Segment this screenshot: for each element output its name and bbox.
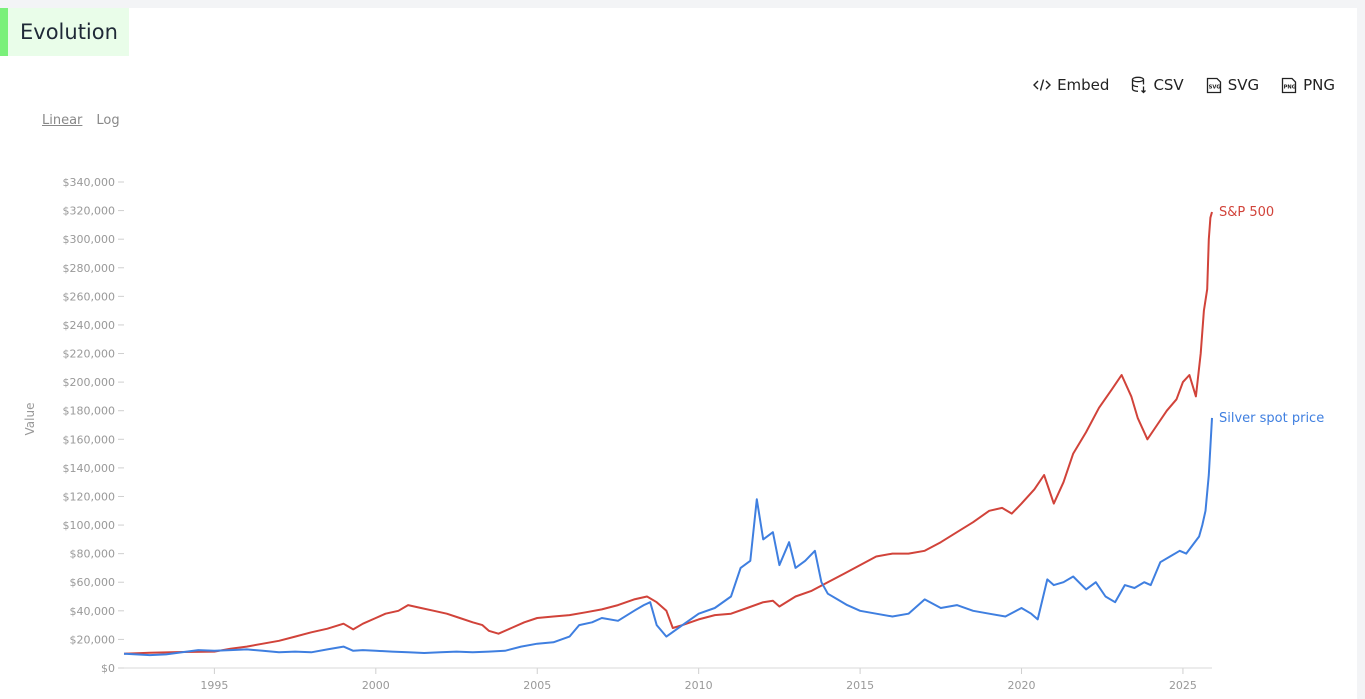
y-tick-label: $40,000 (70, 605, 116, 618)
x-tick-label: 2000 (362, 679, 390, 692)
x-tick-label: 2010 (685, 679, 713, 692)
series-label-s-p-500: S&P 500 (1219, 205, 1274, 220)
svg-label: SVG (1227, 76, 1260, 94)
embed-button[interactable]: Embed (1033, 76, 1109, 94)
series-label-silver-spot-price: Silver spot price (1219, 411, 1324, 426)
y-tick-label: $120,000 (63, 490, 116, 503)
scale-switch: Linear Log (42, 113, 120, 128)
y-tick-label: $180,000 (63, 405, 116, 418)
y-tick-label: $300,000 (63, 233, 116, 246)
y-tick-label: $100,000 (63, 519, 116, 532)
x-tick-label: 2025 (1169, 679, 1197, 692)
svg-text:PNG: PNG (1284, 84, 1296, 90)
series-line-s-p-500 (123, 211, 1213, 655)
x-tick-label: 2005 (523, 679, 551, 692)
svg-file-icon: SVG (1206, 77, 1221, 93)
y-tick-label: $160,000 (63, 433, 116, 446)
y-axis-title: Value (23, 403, 37, 436)
section-title: Evolution (0, 8, 129, 56)
y-tick-label: $320,000 (63, 205, 116, 218)
y-tick-label: $20,000 (70, 633, 116, 646)
x-axis: 1995 2000 2005 2010 2015 2020 2025 (200, 668, 1197, 692)
y-tick-label: $140,000 (63, 462, 116, 475)
log-scale-toggle[interactable]: Log (96, 113, 120, 128)
svg-text:SVG: SVG (1208, 84, 1220, 90)
chart-panel (0, 8, 1357, 699)
series-labels: S&P 500 Silver spot price (1219, 205, 1324, 426)
png-file-icon: PNG (1281, 77, 1297, 93)
y-tick-label: $60,000 (70, 576, 116, 589)
series-lines (123, 211, 1213, 657)
x-tick-label: 2015 (846, 679, 874, 692)
code-icon (1033, 79, 1052, 91)
y-tick-label: $340,000 (63, 176, 116, 189)
export-toolbar: Embed CSV SVG SVG PNG PNG (1033, 76, 1335, 94)
y-tick-label: $0 (101, 662, 115, 675)
y-tick-label: $200,000 (63, 376, 116, 389)
csv-button[interactable]: CSV (1131, 76, 1184, 94)
y-tick-label: $260,000 (63, 290, 116, 303)
png-label: PNG (1303, 76, 1335, 94)
linear-scale-toggle[interactable]: Linear (42, 113, 83, 128)
csv-label: CSV (1153, 76, 1184, 94)
database-download-icon (1132, 76, 1147, 94)
x-tick-label: 2020 (1008, 679, 1036, 692)
y-tick-label: $220,000 (63, 348, 116, 361)
y-axis: $0 $20,000 $40,000 $60,000 $80,000 $100,000 $1… (63, 176, 124, 675)
x-tick-label: 1995 (200, 679, 228, 692)
y-tick-label: $280,000 (63, 262, 116, 275)
y-tick-label: $240,000 (63, 319, 116, 332)
y-tick-label: $80,000 (70, 548, 116, 561)
embed-label: Embed (1057, 76, 1110, 94)
series-line-silver-spot-price (123, 417, 1213, 657)
svg-button[interactable]: SVG SVG (1206, 76, 1259, 94)
png-button[interactable]: PNG PNG (1281, 76, 1335, 94)
